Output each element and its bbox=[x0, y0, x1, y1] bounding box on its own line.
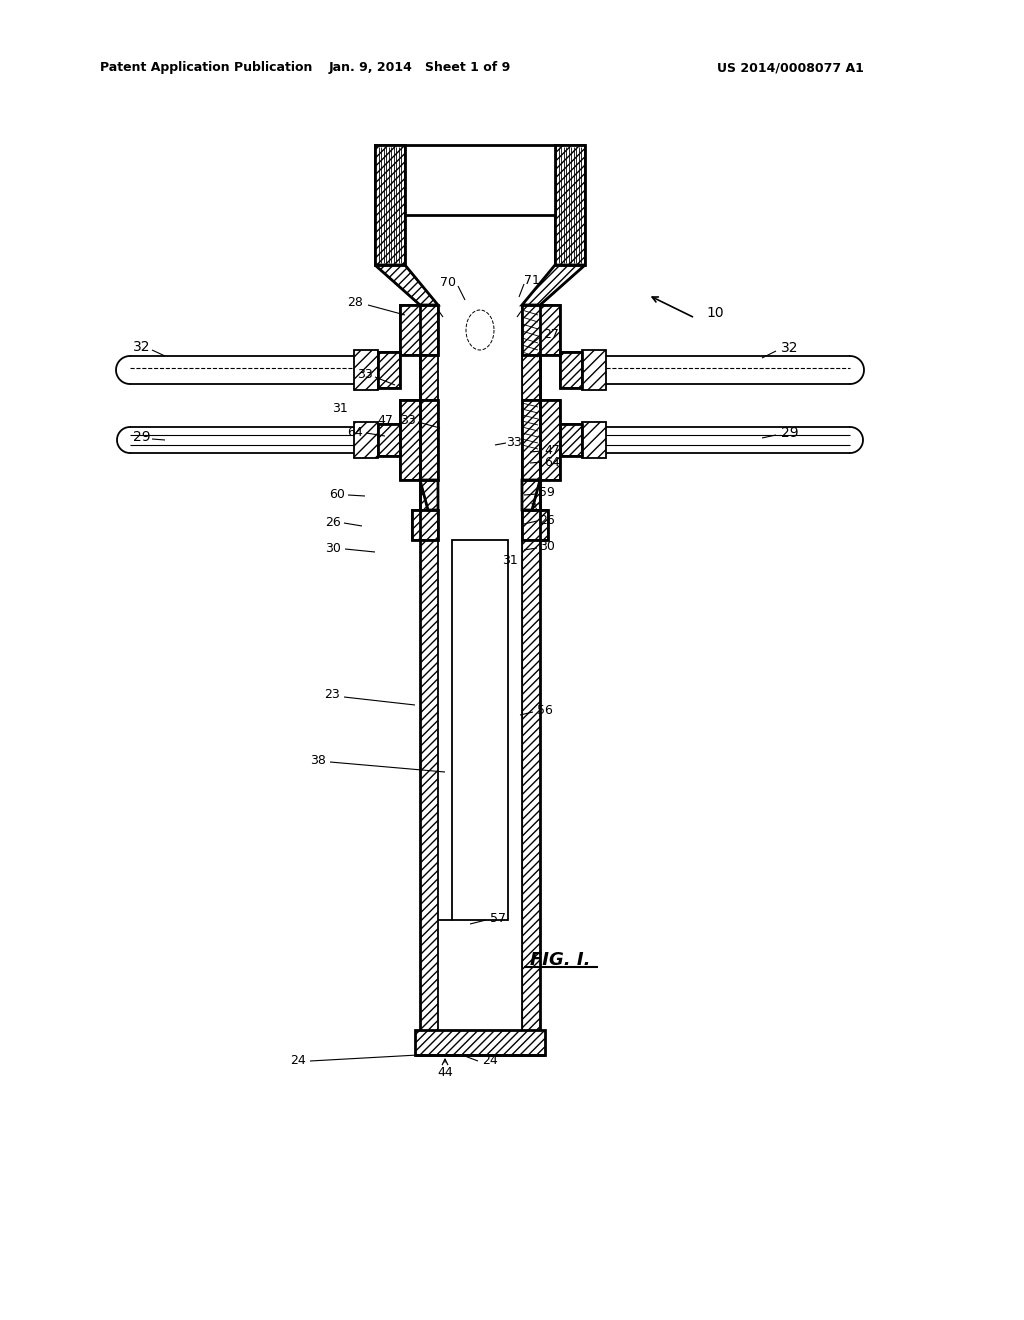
Text: FIG. I.: FIG. I. bbox=[529, 950, 590, 969]
Text: 32: 32 bbox=[133, 341, 151, 354]
Polygon shape bbox=[582, 350, 606, 389]
Text: 10: 10 bbox=[707, 306, 724, 319]
Text: 59: 59 bbox=[539, 487, 555, 499]
Text: 56: 56 bbox=[537, 704, 553, 717]
Text: 47: 47 bbox=[544, 444, 560, 457]
Polygon shape bbox=[406, 145, 555, 215]
Polygon shape bbox=[582, 422, 606, 458]
Text: 30: 30 bbox=[325, 541, 341, 554]
Polygon shape bbox=[560, 352, 582, 388]
Text: 30: 30 bbox=[539, 540, 555, 553]
Text: 31: 31 bbox=[529, 502, 545, 515]
Text: 33: 33 bbox=[400, 413, 416, 426]
Polygon shape bbox=[406, 265, 555, 305]
Text: 64: 64 bbox=[347, 425, 362, 438]
Polygon shape bbox=[375, 145, 406, 265]
Text: 29: 29 bbox=[133, 430, 151, 444]
Text: 33: 33 bbox=[357, 368, 373, 381]
Text: 27: 27 bbox=[543, 327, 559, 341]
Text: 44: 44 bbox=[437, 1065, 453, 1078]
Polygon shape bbox=[452, 540, 508, 920]
Text: 26: 26 bbox=[326, 516, 341, 528]
Polygon shape bbox=[420, 355, 438, 1030]
Text: 31: 31 bbox=[332, 401, 348, 414]
Text: 23: 23 bbox=[325, 689, 340, 701]
Polygon shape bbox=[522, 355, 540, 1030]
Polygon shape bbox=[375, 265, 438, 305]
Text: 47: 47 bbox=[377, 413, 393, 426]
Polygon shape bbox=[522, 510, 548, 540]
Polygon shape bbox=[420, 480, 438, 510]
Text: 24: 24 bbox=[290, 1053, 306, 1067]
Text: 70: 70 bbox=[440, 276, 456, 289]
Polygon shape bbox=[522, 265, 585, 305]
Polygon shape bbox=[354, 350, 378, 389]
Polygon shape bbox=[400, 305, 438, 355]
Text: 60: 60 bbox=[329, 487, 345, 500]
Text: 38: 38 bbox=[310, 754, 326, 767]
Text: 29: 29 bbox=[781, 426, 799, 440]
Text: 57: 57 bbox=[490, 912, 506, 924]
Polygon shape bbox=[400, 400, 438, 480]
Text: 24: 24 bbox=[482, 1053, 498, 1067]
Text: Jan. 9, 2014   Sheet 1 of 9: Jan. 9, 2014 Sheet 1 of 9 bbox=[329, 62, 511, 74]
Polygon shape bbox=[415, 1030, 545, 1055]
Text: US 2014/0008077 A1: US 2014/0008077 A1 bbox=[717, 62, 863, 74]
Polygon shape bbox=[522, 400, 560, 480]
Text: 31: 31 bbox=[502, 553, 518, 566]
Polygon shape bbox=[438, 305, 522, 355]
Polygon shape bbox=[522, 305, 560, 355]
Text: 71: 71 bbox=[524, 273, 540, 286]
Polygon shape bbox=[560, 424, 582, 455]
Polygon shape bbox=[378, 352, 400, 388]
Polygon shape bbox=[412, 510, 438, 540]
Polygon shape bbox=[354, 422, 378, 458]
Polygon shape bbox=[522, 480, 540, 510]
Text: 28: 28 bbox=[347, 297, 362, 309]
Text: 33: 33 bbox=[506, 437, 522, 450]
Polygon shape bbox=[438, 355, 522, 1030]
Text: 32: 32 bbox=[781, 341, 799, 355]
Text: 64: 64 bbox=[544, 455, 560, 469]
Polygon shape bbox=[438, 400, 522, 480]
Polygon shape bbox=[555, 145, 585, 265]
Text: Patent Application Publication: Patent Application Publication bbox=[100, 62, 312, 74]
Text: 26: 26 bbox=[539, 513, 555, 527]
Polygon shape bbox=[378, 424, 400, 455]
